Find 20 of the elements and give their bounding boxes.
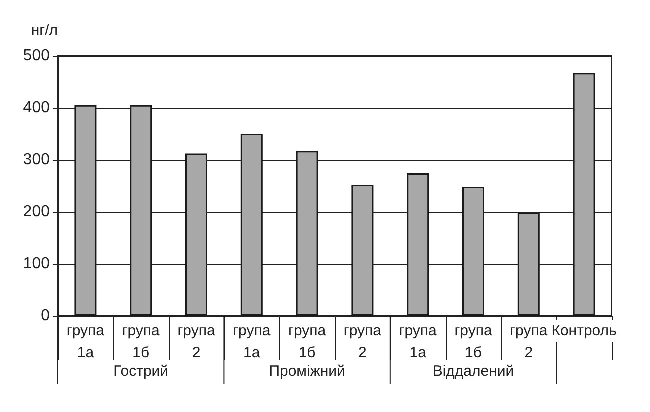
x-tick-label: група 2 bbox=[178, 322, 216, 362]
y-axis-title: нг/л bbox=[31, 22, 58, 39]
y-tick-label: 500 bbox=[23, 48, 50, 64]
text: Гострий bbox=[114, 363, 169, 380]
y-tick-label: 100 bbox=[23, 256, 50, 272]
text: Віддалений bbox=[432, 363, 514, 380]
x-tick-label: група 1б bbox=[454, 322, 493, 362]
x-tick-label: група 1б bbox=[288, 322, 327, 362]
y-tick-label: 200 bbox=[23, 204, 50, 220]
x-tick-label: група 1б bbox=[122, 322, 161, 362]
x-tick-label: група 1а bbox=[66, 322, 106, 362]
y-tick-label: 0 bbox=[41, 308, 50, 324]
x-tick-label: група 2 bbox=[510, 322, 548, 362]
y-tick-label: 300 bbox=[23, 152, 50, 168]
text: Проміжний bbox=[269, 363, 346, 380]
x-tick-label: Контроль bbox=[552, 322, 618, 340]
x-tick-label: група 1а bbox=[233, 322, 272, 362]
x-tick-label: група 2 bbox=[344, 322, 382, 362]
y-tick-label: 400 bbox=[23, 100, 50, 116]
x-tick-label: група 1а bbox=[399, 322, 438, 362]
